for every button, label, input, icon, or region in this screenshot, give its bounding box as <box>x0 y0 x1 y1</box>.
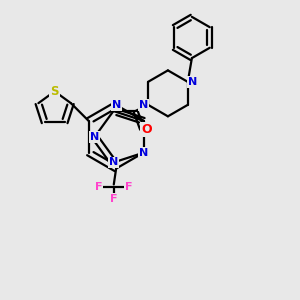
Text: F: F <box>125 182 133 192</box>
Text: F: F <box>95 182 102 192</box>
Text: F: F <box>110 194 118 204</box>
Text: N: N <box>139 100 148 110</box>
Text: N: N <box>90 132 99 142</box>
Text: N: N <box>112 100 121 110</box>
Text: O: O <box>141 122 152 136</box>
Text: N: N <box>109 158 118 167</box>
Text: N: N <box>139 148 148 158</box>
Text: S: S <box>50 85 59 98</box>
Text: N: N <box>188 77 197 87</box>
